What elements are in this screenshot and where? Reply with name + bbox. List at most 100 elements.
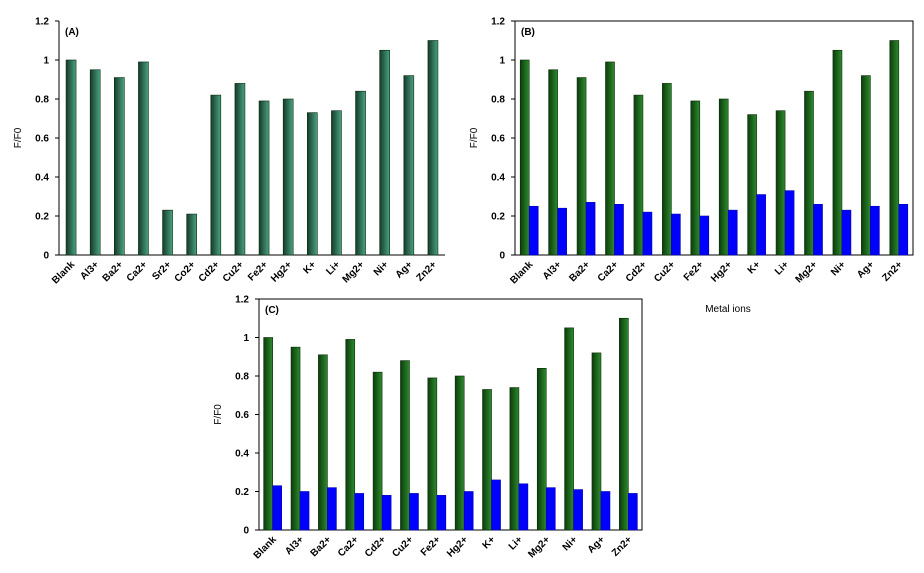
chart-panel-a: 0 0.2 0.4 0.6 0.8 1 1.2 F/F0 (A) Blank Al3+ Ba2+ Ca2…	[13, 17, 445, 286]
bar-b-green	[605, 61, 615, 256]
bar-c-blue	[299, 491, 310, 531]
x-tick-label: Ag+	[586, 534, 607, 555]
bar-c-green	[564, 327, 574, 531]
panel-label: (A)	[65, 27, 79, 38]
y-tick-label: 0	[43, 251, 49, 262]
bar-c-green	[619, 317, 629, 531]
bar-c-blue	[463, 491, 474, 531]
bar-b-green	[747, 114, 757, 256]
plot-frame	[514, 20, 914, 256]
y-tick-label: 0.2	[35, 212, 49, 223]
y-tick-label: 0.4	[35, 173, 49, 184]
bar-b-green	[718, 98, 729, 256]
bar-b-blue	[841, 209, 852, 256]
y-tick-label: 1	[243, 333, 249, 344]
bar-b-blue	[756, 194, 766, 256]
bar-c-blue	[628, 493, 638, 531]
x-tick-label: Co2+	[173, 259, 198, 284]
bar-a-green	[403, 75, 415, 256]
bar-c-blue	[272, 485, 282, 531]
bar-b-green	[775, 110, 786, 256]
x-tick-label: Cu2+	[221, 259, 246, 284]
bar-b-green	[861, 75, 871, 256]
bar-c-blue	[491, 479, 501, 531]
bar-c-green	[263, 337, 273, 531]
x-tick-label: Mg2+	[794, 259, 820, 285]
bar-b-blue	[557, 207, 567, 256]
bar-c-blue	[381, 495, 392, 531]
bar-a-green	[210, 94, 222, 256]
bar-b-blue	[614, 204, 624, 256]
bar-a-green	[65, 59, 77, 256]
x-tick-label: Cu2+	[652, 259, 677, 284]
chart-panel-c: 0 0.2 0.4 0.6 0.8 1 1.2 F/F0 (C) Blank Al3+ Ba2+ Ca2…	[213, 295, 643, 561]
x-tick-label: Ag+	[855, 259, 876, 280]
x-tick-label: K+	[481, 534, 498, 551]
bar-b-green	[662, 83, 672, 256]
y-tick-label: 0.2	[235, 487, 249, 498]
x-tick-label: Al3+	[283, 534, 306, 557]
bar-c-blue	[409, 493, 419, 531]
chart-panel-b: 00.20.40.60.811.2F/F0(B)Blank Al3+ Ba2+ Ca2…	[469, 17, 914, 315]
bar-b-green	[690, 100, 701, 256]
bar-a-green	[331, 110, 342, 256]
x-tick-label: Zn2+	[610, 534, 635, 559]
y-tick-label: 0	[499, 251, 505, 262]
bar-b-green	[633, 94, 644, 256]
bar-c-green	[345, 339, 356, 531]
y-tick-label: 0.4	[235, 449, 249, 460]
bar-c-blue	[518, 483, 529, 531]
x-axis-title: Metal ions	[705, 304, 751, 315]
bar-c-blue	[354, 493, 365, 531]
x-tick-label: Ni+	[829, 259, 848, 278]
y-axis-title: F/F0	[469, 127, 480, 148]
y-axis-title: F/F0	[213, 404, 224, 425]
x-tick-label: Ni+	[372, 259, 391, 278]
x-tick-label: Blank	[252, 534, 279, 561]
x-tick-label: Cd2+	[363, 534, 388, 559]
bar-c-green	[509, 387, 520, 531]
bar-a-green	[258, 100, 270, 256]
bar-c-blue	[327, 487, 337, 531]
bar-c-green	[427, 377, 438, 531]
x-tick-label: Al3+	[541, 259, 564, 282]
x-tick-label: Li+	[507, 534, 525, 552]
bar-b-blue	[585, 202, 596, 256]
bar-c-green	[536, 368, 547, 531]
bar-a-green	[282, 98, 294, 256]
x-tick-label: Fe2+	[682, 259, 706, 283]
bar-a-green	[427, 40, 439, 256]
bar-a-green	[186, 213, 197, 256]
bar-b-green	[548, 69, 558, 256]
y-tick-label: 1.2	[35, 17, 49, 28]
bar-b-green	[576, 77, 587, 256]
bar-c-green	[400, 360, 410, 531]
bar-c-green	[591, 352, 602, 531]
y-tick-label: 1	[43, 56, 49, 67]
y-tick-label: 0.6	[235, 410, 249, 421]
x-tick-label: Zn2+	[415, 259, 440, 284]
x-tick-label: Zn2+	[880, 259, 905, 284]
bar-c-blue	[600, 491, 611, 531]
x-tick-label: Fe2+	[246, 259, 270, 283]
y-tick-label: 1.2	[491, 17, 505, 28]
bar-c-blue	[573, 489, 583, 531]
x-tick-label: Mg2+	[341, 259, 367, 285]
x-tick-label: Li+	[324, 259, 342, 277]
y-tick-label: 0.8	[35, 95, 49, 106]
bar-b-blue	[784, 190, 795, 256]
bar-b-blue	[642, 211, 653, 256]
bar-a-green	[379, 49, 390, 256]
y-tick-label: 0.4	[491, 173, 505, 184]
x-tick-label: Blank	[50, 259, 77, 286]
bar-a-green	[89, 69, 101, 256]
bar-b-blue	[699, 215, 710, 256]
x-tick-label: K+	[301, 259, 318, 276]
x-tick-label: Ca2+	[125, 259, 150, 284]
bar-c-green	[372, 371, 383, 531]
x-tick-label: Ag+	[394, 259, 415, 280]
x-tick-label: Ba2+	[309, 534, 334, 559]
bar-c-green	[454, 375, 465, 531]
x-tick-label: Ca2+	[336, 534, 361, 559]
bar-a-green	[307, 112, 318, 256]
